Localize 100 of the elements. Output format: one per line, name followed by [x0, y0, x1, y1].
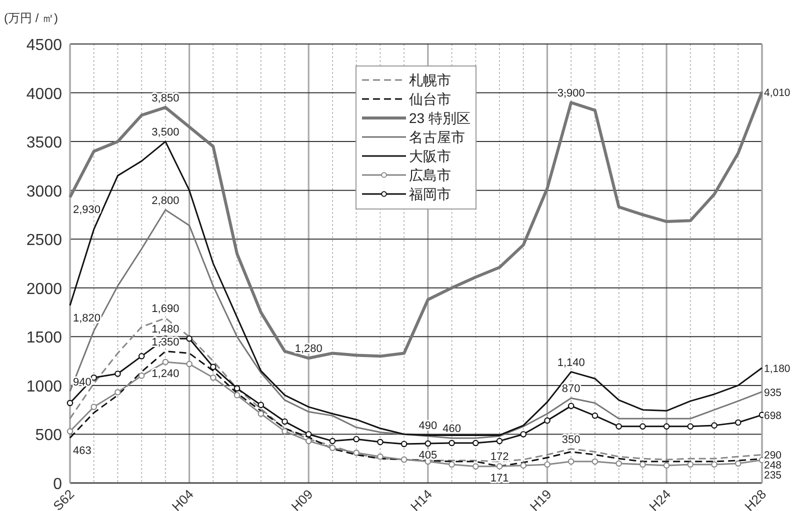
data-label: 235 — [764, 470, 782, 482]
point — [210, 374, 216, 381]
data-label: 248 — [764, 460, 782, 472]
data-label: 2,800 — [152, 194, 180, 207]
legend-label: 福岡市 — [409, 186, 451, 202]
data-label: 4,010 — [764, 86, 790, 99]
point — [114, 370, 121, 377]
data-label: 460 — [442, 423, 461, 436]
legend-label: 広島市 — [409, 167, 451, 183]
point — [66, 400, 74, 406]
data-label: 1,690 — [152, 303, 180, 316]
point — [592, 458, 598, 465]
point — [90, 404, 98, 410]
y-axis-title: (万円 / ㎡) — [4, 11, 58, 25]
point — [66, 428, 74, 434]
data-label: 1,280 — [294, 343, 322, 356]
point — [210, 364, 216, 370]
point — [687, 461, 694, 468]
point — [544, 461, 550, 468]
point — [186, 335, 192, 342]
point — [640, 423, 646, 430]
data-label: 490 — [418, 420, 438, 432]
point — [544, 417, 550, 424]
point — [640, 461, 646, 468]
point — [448, 440, 455, 446]
legend-label: 23 特別区 — [409, 110, 470, 126]
point — [329, 438, 336, 444]
data-label: 171 — [490, 472, 509, 484]
point — [234, 385, 240, 392]
point — [520, 431, 527, 438]
point — [711, 461, 718, 468]
data-label: 1,180 — [764, 362, 790, 375]
point — [568, 458, 574, 465]
data-label: 870 — [562, 383, 580, 396]
point — [186, 360, 192, 368]
data-label: 3,850 — [152, 92, 180, 104]
point — [329, 444, 336, 452]
point — [734, 419, 742, 426]
point — [138, 372, 145, 379]
data-label: 2,930 — [73, 204, 101, 216]
point — [282, 428, 288, 434]
point — [258, 402, 264, 408]
point — [472, 440, 479, 446]
point — [282, 418, 288, 425]
y-tick-label: 4500 — [26, 37, 62, 54]
y-tick-label: 2000 — [26, 280, 62, 298]
point — [305, 431, 312, 438]
point — [472, 463, 479, 470]
data-label: 350 — [562, 434, 580, 446]
data-label: 1,240 — [152, 368, 180, 380]
y-tick-label: 1500 — [26, 330, 62, 347]
data-label: 3,500 — [152, 126, 180, 139]
point — [377, 454, 384, 460]
point — [711, 422, 718, 429]
point — [258, 410, 264, 417]
data-label: 935 — [764, 386, 782, 399]
y-tick-label: 0 — [53, 476, 62, 493]
point — [353, 436, 360, 442]
point — [520, 462, 527, 469]
point — [305, 438, 312, 444]
point — [616, 423, 622, 430]
x-tick-label: H14 — [408, 486, 436, 511]
x-tick-label: H24 — [646, 486, 674, 511]
y-tick-label: 2500 — [26, 232, 62, 250]
x-tick-label: H09 — [288, 486, 316, 511]
point — [663, 423, 670, 430]
point — [353, 450, 360, 456]
point — [734, 460, 742, 467]
data-label: 290 — [764, 450, 782, 462]
x-tick-label: H04 — [168, 486, 196, 511]
point — [138, 353, 145, 360]
data-label: 172 — [490, 451, 509, 464]
point — [616, 460, 622, 467]
legend-label: 大阪市 — [409, 148, 451, 164]
y-tick-label: 3000 — [26, 183, 62, 200]
y-tick-label: 3500 — [26, 134, 62, 152]
point — [496, 438, 503, 444]
point — [90, 374, 98, 381]
data-label: 698 — [764, 410, 782, 422]
data-label: 1,140 — [557, 356, 585, 369]
point — [592, 412, 598, 419]
point — [663, 462, 670, 469]
point — [496, 463, 503, 470]
data-label: 1,480 — [152, 324, 180, 336]
point — [162, 358, 169, 366]
y-tick-label: 1000 — [26, 378, 62, 396]
y-tick-label: 500 — [35, 427, 62, 444]
data-label: 463 — [73, 444, 92, 457]
legend-label: 仙台市 — [409, 91, 451, 107]
data-label: 1,820 — [73, 312, 101, 324]
x-tick-label: H28 — [742, 486, 770, 511]
point — [400, 440, 408, 448]
point — [400, 456, 408, 463]
x-tick-label: H19 — [526, 486, 554, 511]
point — [687, 423, 694, 430]
legend-label: 札幌市 — [409, 72, 451, 88]
y-tick-label: 4000 — [26, 86, 62, 103]
point — [377, 438, 384, 446]
point — [568, 402, 574, 410]
point — [234, 392, 240, 398]
